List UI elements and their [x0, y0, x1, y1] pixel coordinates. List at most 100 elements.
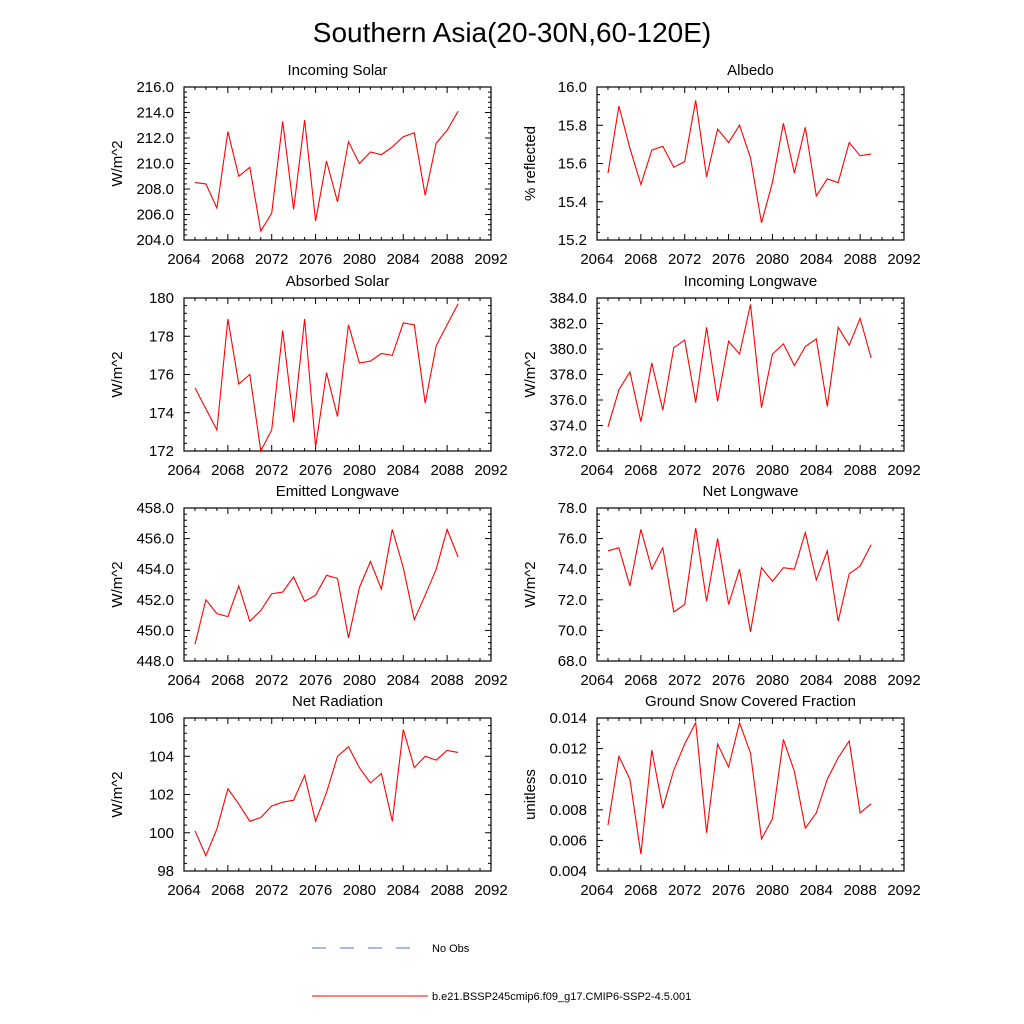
x-tick-label: 2064: [167, 251, 200, 268]
x-tick-label: 2064: [167, 882, 200, 899]
x-tick-label: 2084: [387, 251, 420, 268]
plot-frame: [596, 717, 905, 872]
y-tick-label: 104: [149, 748, 174, 765]
y-tick-label: 450.0: [136, 622, 174, 639]
y-axis-label: W/m^2: [109, 561, 126, 607]
x-tick-label: 2068: [211, 672, 244, 689]
y-tick-label: 372.0: [549, 443, 587, 460]
x-tick-label: 2068: [624, 882, 657, 899]
plot-frame: [596, 86, 905, 241]
plot-frame: [596, 507, 905, 662]
y-tick-label: 174: [149, 405, 174, 422]
x-tick-label: 2084: [800, 672, 833, 689]
y-tick-label: 102: [149, 787, 174, 804]
x-tick-label: 2088: [843, 251, 876, 268]
panel-1: 2064 2068 2072 2076 2080 2084 2088 2092 204.0 206…: [109, 62, 508, 268]
x-tick-label: 2072: [668, 251, 701, 268]
y-tick-label: 382.0: [549, 316, 587, 333]
y-tick-label: 106: [149, 710, 174, 727]
x-tick-label: 2076: [299, 462, 332, 479]
x-tick-label: 2064: [580, 882, 613, 899]
panel-title: Albedo: [727, 62, 774, 79]
y-tick-label: 384.0: [549, 290, 587, 307]
x-tick-label: 2088: [843, 672, 876, 689]
plot-frame: [183, 297, 492, 452]
y-tick-label: 15.4: [558, 194, 587, 211]
x-tick-label: 2088: [430, 462, 463, 479]
y-tick-label: 78.0: [558, 500, 587, 517]
x-tick-label: 2080: [756, 462, 789, 479]
legend: No Obs b.e21.BSSP245cmip6.f09_g17.CMIP6-…: [312, 943, 691, 1003]
x-tick-label: 2072: [255, 882, 288, 899]
x-tick-label: 2084: [800, 251, 833, 268]
y-tick-label: 376.0: [549, 392, 587, 409]
y-tick-label: 0.012: [549, 741, 587, 758]
x-tick-label: 2084: [387, 882, 420, 899]
x-tick-label: 2092: [887, 462, 920, 479]
x-tick-label: 2092: [887, 882, 920, 899]
y-tick-label: 0.014: [549, 710, 587, 727]
x-tick-label: 2076: [712, 462, 745, 479]
series-line: [607, 527, 872, 632]
x-tick-label: 2080: [756, 672, 789, 689]
y-tick-label: 176: [149, 367, 174, 384]
y-axis-label: W/m^2: [522, 561, 539, 607]
panel-title: Incoming Longwave: [684, 273, 817, 290]
y-tick-label: 180: [149, 290, 174, 307]
legend-label-model: b.e21.BSSP245cmip6.f09_g17.CMIP6-SSP2-4.…: [432, 991, 691, 1003]
x-tick-label: 2088: [430, 672, 463, 689]
y-tick-label: 172: [149, 443, 174, 460]
x-tick-label: 2076: [712, 251, 745, 268]
series-line: [607, 100, 872, 223]
y-tick-label: 214.0: [136, 105, 174, 122]
panels: 2064 2068 2072 2076 2080 2084 2088 2092 204.0 206…: [109, 62, 921, 899]
x-tick-label: 2072: [255, 462, 288, 479]
x-tick-label: 2072: [255, 251, 288, 268]
plot-frame: [183, 86, 492, 241]
panel-3: 2064 2068 2072 2076 2080 2084 2088 2092 172 174 17…: [109, 273, 508, 479]
panel-title: Net Radiation: [292, 693, 383, 710]
panel-4: 2064 2068 2072 2076 2080 2084 2088 2092 372.0 374…: [522, 273, 921, 479]
x-tick-label: 2076: [299, 882, 332, 899]
plot-frame: [183, 507, 492, 662]
x-tick-label: 2088: [430, 882, 463, 899]
y-tick-label: 448.0: [136, 653, 174, 670]
x-tick-label: 2088: [843, 882, 876, 899]
x-tick-label: 2084: [387, 672, 420, 689]
series-line: [194, 303, 459, 453]
y-tick-label: 216.0: [136, 79, 174, 96]
y-tick-label: 72.0: [558, 592, 587, 609]
y-tick-label: 70.0: [558, 622, 587, 639]
panel-title: Emitted Longwave: [276, 483, 399, 500]
y-tick-label: 454.0: [136, 561, 174, 578]
y-tick-label: 206.0: [136, 207, 174, 224]
series-line: [607, 304, 872, 427]
y-tick-label: 76.0: [558, 531, 587, 548]
y-axis-label: W/m^2: [109, 351, 126, 397]
series-line: [194, 729, 459, 858]
y-tick-label: 100: [149, 825, 174, 842]
panel-title: Incoming Solar: [287, 62, 387, 79]
y-tick-label: 178: [149, 328, 174, 345]
panel-8: 2064 2068 2072 2076 2080 2084 2088 2092 0.004 0.0…: [522, 693, 921, 899]
x-tick-label: 2080: [343, 672, 376, 689]
y-axis-label: % reflected: [522, 126, 539, 201]
x-tick-label: 2076: [712, 672, 745, 689]
x-tick-label: 2092: [474, 672, 507, 689]
panel-5: 2064 2068 2072 2076 2080 2084 2088 2092 448.0 450…: [109, 483, 508, 689]
y-tick-label: 15.2: [558, 232, 587, 249]
series-line: [194, 110, 459, 233]
legend-label-no-obs: No Obs: [432, 943, 470, 955]
y-tick-label: 458.0: [136, 500, 174, 517]
plot-frame: [183, 717, 492, 872]
x-tick-label: 2084: [800, 882, 833, 899]
x-tick-label: 2064: [580, 672, 613, 689]
y-tick-label: 15.6: [558, 156, 587, 173]
y-tick-label: 380.0: [549, 341, 587, 358]
x-tick-label: 2064: [580, 251, 613, 268]
panel-2: 2064 2068 2072 2076 2080 2084 2088 2092 15.2 15.4…: [522, 62, 921, 268]
y-tick-label: 15.8: [558, 117, 587, 134]
x-tick-label: 2072: [668, 882, 701, 899]
figure-title: Southern Asia(20-30N,60-120E): [313, 17, 711, 48]
x-tick-label: 2080: [756, 251, 789, 268]
